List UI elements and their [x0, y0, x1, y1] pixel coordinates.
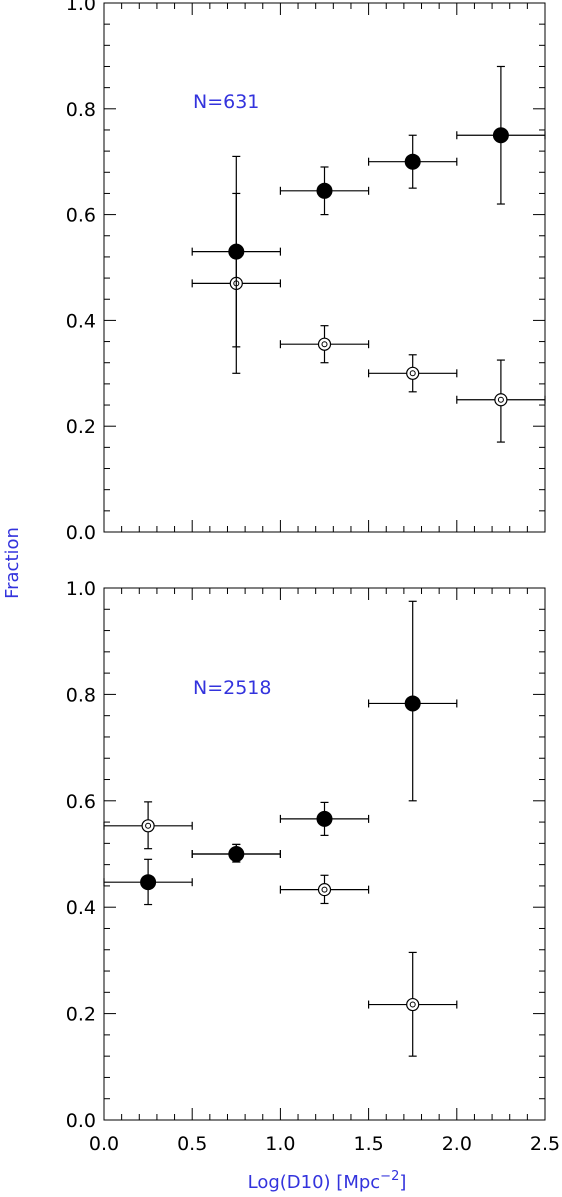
open-marker-inner	[497, 396, 504, 403]
open-marker	[317, 883, 332, 897]
open-marker	[141, 819, 155, 833]
open-marker	[494, 393, 508, 407]
data-point	[456, 65, 546, 205]
data-point	[103, 801, 193, 850]
panel-1: 0.0 0.2 0.4 0.6 0.8 1.0 N=631	[66, 0, 546, 544]
data-point	[191, 843, 281, 863]
data-point	[279, 166, 370, 216]
y-tick-label: 0.6	[66, 791, 96, 813]
data-point	[279, 325, 370, 364]
x-tick-label: 2.5	[530, 1133, 560, 1155]
x-axis-label-main: Log(D10) [Mpc	[248, 1172, 381, 1193]
y-tick-label: 0.2	[66, 416, 96, 438]
data-point	[368, 354, 458, 393]
open-marker	[406, 366, 420, 380]
open-marker-inner	[321, 886, 328, 893]
y-tick-label: 0.0	[66, 1110, 96, 1132]
data-point	[456, 359, 546, 443]
y-tick-label: 0.4	[66, 310, 96, 332]
filled-marker	[316, 810, 333, 827]
filled-marker	[140, 874, 157, 891]
y-tick-label: 1.0	[66, 578, 96, 600]
plot-frame	[103, 587, 546, 1121]
plot-frame	[103, 2, 546, 533]
x-axis-label: Log(D10) [Mpc−2]	[248, 1169, 407, 1193]
x-tick-label: 1.0	[265, 1133, 295, 1155]
x-tick-label: 0.5	[177, 1133, 207, 1155]
sample-size-label: N=2518	[193, 677, 272, 699]
open-marker	[317, 337, 332, 351]
data-point	[279, 874, 370, 905]
filled-marker	[228, 846, 245, 862]
open-marker-inner	[145, 822, 152, 829]
open-marker-inner	[321, 341, 328, 348]
y-tick-label: 0.8	[66, 684, 96, 706]
filled-marker	[492, 127, 509, 144]
sample-size-label: N=631	[193, 91, 259, 113]
open-marker	[406, 997, 420, 1012]
x-tick-label: 2.0	[442, 1133, 472, 1155]
panel-2: 0.0 0.2 0.4 0.6 0.8 1.0 0.0 0.5 1.0 1.5 2.0 2.5 N=25…	[66, 578, 560, 1155]
data-point	[368, 134, 458, 189]
y-tick-label: 0.2	[66, 1004, 96, 1026]
open-marker-inner	[409, 1001, 416, 1008]
x-axis-label-close: ]	[399, 1172, 406, 1193]
y-tick-label: 0.6	[66, 205, 96, 227]
panels-group: 0.0 0.2 0.4 0.6 0.8 1.0 N=631 0.0 0.2 0.4 0.6 0.8 1.…	[66, 0, 560, 1155]
y-tick-label: 0.8	[66, 99, 96, 121]
x-tick-label: 0.0	[89, 1133, 119, 1155]
x-tick-label: 1.5	[353, 1133, 383, 1155]
open-marker-inner	[409, 370, 416, 377]
data-point	[103, 858, 193, 906]
x-axis-label-exponent: −2	[380, 1169, 399, 1184]
y-tick-label: 1.0	[66, 0, 96, 15]
filled-marker	[228, 243, 245, 260]
filled-marker	[404, 153, 421, 170]
data-point	[368, 951, 458, 1057]
data-point	[368, 600, 458, 802]
filled-marker	[316, 182, 333, 199]
y-tick-label: 0.0	[66, 522, 96, 544]
y-tick-label: 0.4	[66, 897, 96, 919]
filled-marker	[404, 695, 421, 712]
y-axis-label: Fraction	[2, 527, 23, 599]
data-point	[191, 155, 281, 348]
data-point	[279, 801, 370, 836]
